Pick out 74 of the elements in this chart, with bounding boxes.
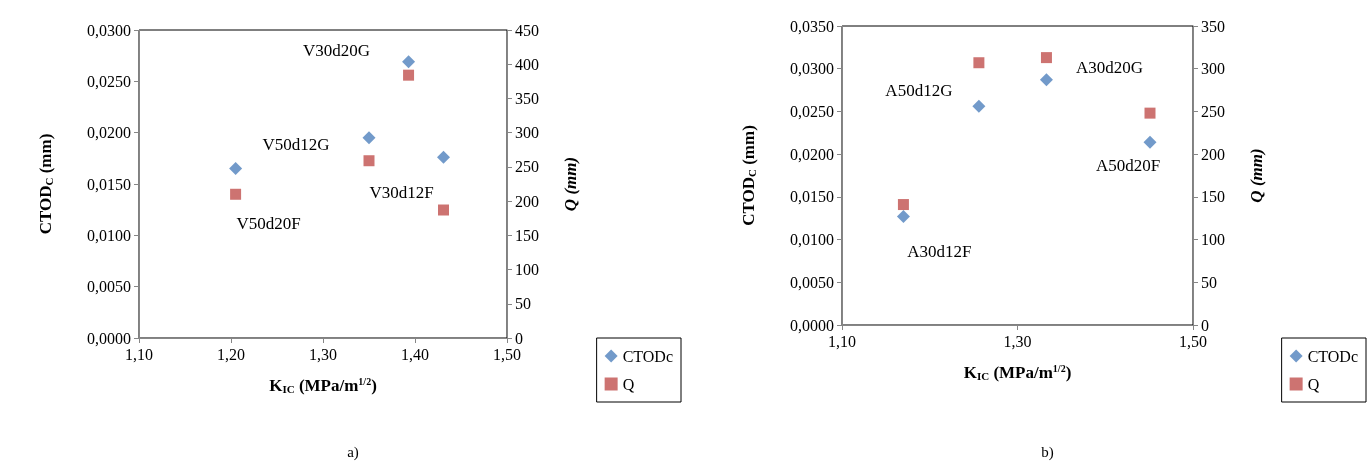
legend-label: CTODc: [622, 347, 674, 365]
y-tick-label: 0,0300: [87, 21, 131, 39]
y2-tick-label: 100: [1201, 231, 1225, 249]
y2-tick-label: 0: [1201, 316, 1209, 334]
point: [897, 199, 909, 211]
point: [1039, 73, 1053, 87]
annotation: V30d12F: [369, 182, 434, 202]
legend-label: Q: [1307, 375, 1320, 393]
annotation: A50d12G: [885, 80, 953, 100]
y-tick-label: 0,0350: [790, 17, 834, 35]
y2-tick-label: 150: [515, 226, 539, 244]
y-tick-label: 0,0050: [87, 278, 131, 296]
x-tick-label: 1,30: [1003, 332, 1032, 350]
y2-tick-label: 200: [1201, 145, 1225, 163]
y2-tick-label: 450: [515, 21, 539, 39]
y2-tick-label: 250: [515, 158, 539, 176]
point: [438, 204, 450, 216]
point: [362, 131, 376, 145]
y2-tick-label: 150: [1201, 188, 1225, 206]
annotation: V30d20G: [303, 41, 371, 61]
x-tick-label: 1,40: [401, 345, 429, 363]
y2-tick-label: 300: [1201, 60, 1225, 78]
y2-axis-title: Q (mm): [561, 156, 580, 212]
point: [437, 150, 451, 164]
y2-tick-label: 350: [1201, 17, 1225, 35]
point: [229, 162, 243, 176]
text: a): [347, 444, 359, 461]
y-tick-label: 0,0200: [790, 145, 834, 163]
legend-label: Q: [622, 375, 635, 393]
y-axis-title: CTODC (mm): [36, 133, 55, 235]
point: [403, 69, 415, 81]
x-tick-label: 1,50: [493, 345, 521, 363]
y-tick-label: 0,0100: [790, 231, 834, 249]
x-tick-label: 1,50: [1179, 332, 1207, 350]
y-tick-label: 0,0200: [87, 124, 131, 142]
y2-tick-label: 100: [515, 261, 539, 279]
point: [363, 155, 375, 167]
y2-tick-label: 200: [515, 192, 539, 210]
y-tick-label: 0,0150: [87, 175, 131, 193]
y-tick-label: 0,0000: [87, 329, 131, 347]
point: [1143, 135, 1157, 149]
x-tick-label: 1,20: [217, 345, 245, 363]
annotation: V50d12G: [262, 135, 330, 155]
y2-tick-label: 50: [1201, 273, 1217, 291]
x-tick-label: 1,10: [828, 332, 856, 350]
x-tick-label: 1,30: [309, 345, 337, 363]
y-tick-label: 0,0150: [790, 188, 834, 206]
y-tick-label: 0,0100: [87, 226, 131, 244]
y-tick-label: 0,0000: [790, 316, 834, 334]
y2-tick-label: 300: [515, 124, 539, 142]
point: [1144, 107, 1156, 119]
annotation: A30d12F: [907, 242, 972, 262]
y2-tick-label: 50: [515, 295, 531, 313]
y2-tick-label: 400: [515, 55, 539, 73]
annotation: V50d20F: [236, 214, 301, 234]
annotation: A50d20F: [1095, 155, 1161, 175]
y-tick-label: 0,0250: [790, 102, 834, 120]
y-tick-label: 0,0250: [87, 72, 131, 90]
legend-label: CTODc: [1307, 347, 1359, 365]
point: [973, 57, 985, 69]
text: b): [1041, 444, 1054, 461]
point: [230, 188, 242, 200]
annotation: A30d20G: [1075, 58, 1143, 78]
point: [402, 55, 416, 69]
y2-tick-label: 350: [515, 89, 539, 107]
y2-tick-label: 0: [515, 329, 523, 347]
y2-tick-label: 250: [1201, 102, 1225, 120]
y-tick-label: 0,0050: [790, 273, 834, 291]
point: [896, 210, 910, 224]
point: [1040, 52, 1052, 64]
y2-axis-title: Q (mm): [1247, 148, 1266, 203]
point: [972, 99, 986, 113]
x-tick-label: 1,10: [125, 345, 153, 363]
y-tick-label: 0,0300: [790, 60, 834, 78]
